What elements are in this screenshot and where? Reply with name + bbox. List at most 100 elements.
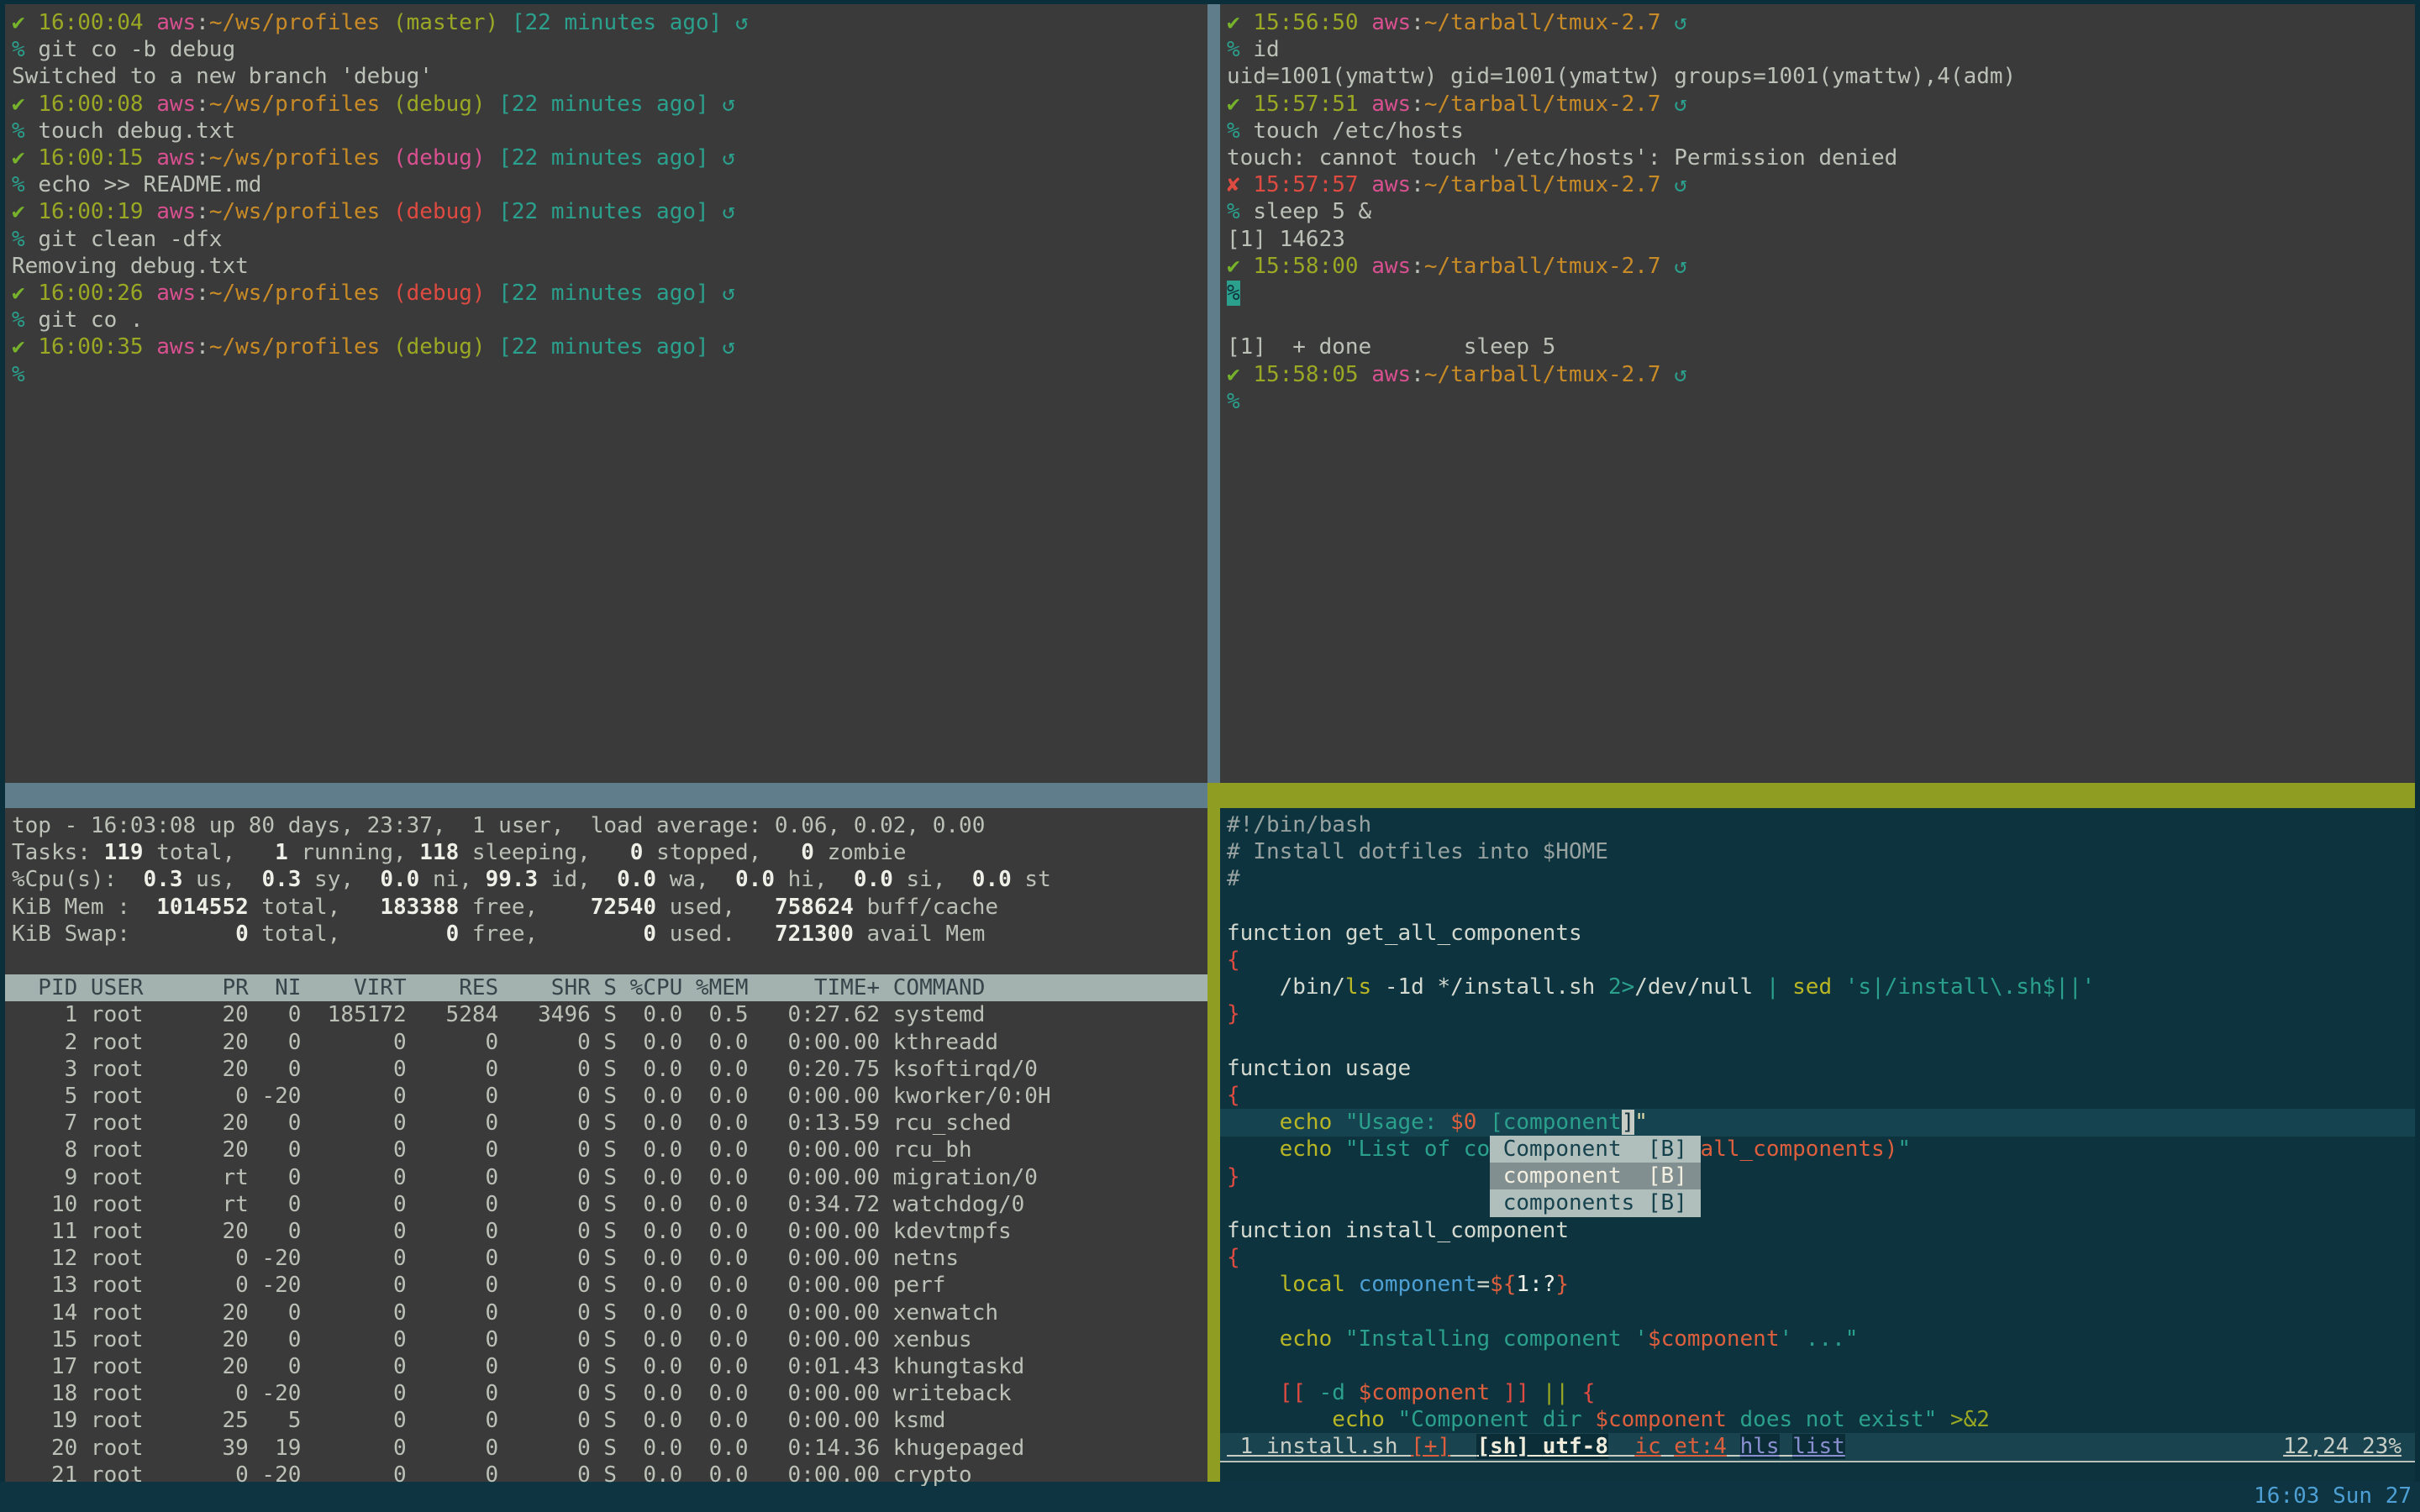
process-row: 20 root 39 19 0 0 0 S 0.0 0.0 0:14.36 kh… — [12, 1435, 1025, 1461]
terminal-line: touch: cannot touch '/etc/hosts': Permis… — [1227, 145, 1898, 171]
terminal-line: % git co . — [12, 307, 144, 333]
process-row: 17 root 20 0 0 0 0 S 0.0 0.0 0:01.43 khu… — [12, 1354, 1025, 1380]
terminal-line: % id — [1227, 37, 1280, 63]
terminal-line: ✘ 15:57:57 aws:~/tarball/tmux-2.7 ↺ — [1227, 172, 1687, 198]
terminal-line: } — [1227, 1001, 1240, 1027]
terminal-line: Removing debug.txt — [12, 253, 249, 279]
terminal-line: function get_all_components — [1227, 920, 1582, 946]
vim-statusline: 1 install.sh [+] [sh] utf-8 ic et:4 hls … — [1220, 1433, 2415, 1462]
terminal-line: % touch debug.txt — [12, 118, 236, 144]
terminal-line: echo "Component dir $component does not … — [1332, 1407, 1990, 1433]
process-row: 8 root 20 0 0 0 0 S 0.0 0.0 0:00.00 rcu_… — [12, 1137, 972, 1163]
terminal-line: { — [1227, 1245, 1240, 1271]
terminal-line: [1] 14623 — [1227, 226, 1345, 252]
terminal-line — [1220, 1190, 2415, 1217]
vim-buffer[interactable]: #!/bin/bash # Install dotfiles into $HOME… — [1220, 808, 2415, 1434]
terminal-line: % sleep 5 & — [1227, 199, 1372, 225]
process-row: 11 root 20 0 0 0 0 S 0.0 0.0 0:00.00 kde… — [12, 1219, 1012, 1245]
terminal-line: function install_component — [1227, 1218, 1569, 1243]
terminal-line: local component=${1:?} — [1279, 1272, 1570, 1298]
terminal-line: % — [1227, 388, 1240, 414]
terminal-line: ✔ 15:57:51 aws:~/tarball/tmux-2.7 ↺ — [1227, 91, 1687, 117]
pane-divider-vertical-active[interactable] — [1207, 808, 1220, 1482]
process-row: 13 root 0 -20 0 0 0 S 0.0 0.0 0:00.00 pe… — [12, 1273, 946, 1299]
terminal-line — [1220, 1299, 2415, 1326]
terminal-line — [5, 948, 1207, 974]
terminal-line: ✔ 16:00:15 aws:~/ws/profiles (debug) [22… — [12, 145, 735, 171]
terminal-line: ✔ 15:56:50 aws:~/tarball/tmux-2.7 ↺ — [1227, 10, 1687, 35]
terminal-line: ✔ 16:00:35 aws:~/ws/profiles (debug) [22… — [12, 334, 735, 360]
process-row: 15 root 20 0 0 0 0 S 0.0 0.0 0:00.00 xen… — [12, 1326, 972, 1352]
process-row: 21 root 0 -20 0 0 0 S 0.0 0.0 0:00.00 cr… — [12, 1462, 972, 1486]
tmux-clock: 16:03 Sun 27 — [2254, 1483, 2412, 1509]
pane-divider-horizontal-active[interactable] — [1207, 783, 2415, 808]
terminal-line: echo "Installing component '$component' … — [1279, 1326, 1859, 1352]
completion-item[interactable]: components [B] — [1490, 1189, 1701, 1217]
terminal-line: echo "List of co all_components)" — [1279, 1137, 1912, 1163]
process-row: 7 root 20 0 0 0 0 S 0.0 0.0 0:13.59 rcu_… — [12, 1110, 1012, 1137]
pane-divider-horizontal-left[interactable] — [5, 783, 1207, 808]
terminal-line: echo "Usage: $0 [component]" — [1279, 1110, 1648, 1136]
terminal-line: % — [12, 361, 25, 387]
vim-cursorline-highlight — [1220, 1109, 2415, 1137]
terminal-line — [1220, 893, 2415, 920]
tmux-statusbar: @aws S-F1 1 profiles:vim * 2 profiles:ba… — [0, 1482, 2420, 1512]
vim-mode-indicator: -- INSERT -- — [1220, 1462, 2415, 1482]
pane-shell-tmux27[interactable]: ✔ 15:56:50 aws:~/tarball/tmux-2.7 ↺% id u… — [1220, 4, 2415, 788]
process-row: 19 root 25 5 0 0 0 S 0.0 0.0 0:00.00 ksm… — [12, 1408, 946, 1434]
terminal-line: ✔ 16:00:19 aws:~/ws/profiles (debug) [22… — [12, 199, 735, 225]
pane-vim-editor[interactable]: #!/bin/bash # Install dotfiles into $HOME… — [1220, 808, 2415, 1482]
terminal-line — [1220, 1352, 2415, 1379]
terminal-line: % git co -b debug — [12, 37, 236, 63]
terminal-line: Tasks: 119 total, 1 running, 118 sleepin… — [12, 840, 907, 866]
process-row: 3 root 20 0 0 0 0 S 0.0 0.0 0:20.75 ksof… — [12, 1056, 1038, 1082]
terminal-line: function usage — [1227, 1055, 1412, 1081]
process-row: 10 root rt 0 0 0 0 S 0.0 0.0 0:34.72 wat… — [12, 1191, 1025, 1217]
completion-item[interactable]: component [B] — [1490, 1163, 1701, 1190]
completion-item[interactable]: Component [B] — [1490, 1136, 1701, 1163]
terminal-line: } — [1227, 1163, 1240, 1189]
process-row: 5 root 0 -20 0 0 0 S 0.0 0.0 0:00.00 kwo… — [12, 1084, 1051, 1109]
terminal-line: # — [1227, 866, 1240, 892]
terminal-line: # Install dotfiles into $HOME — [1227, 839, 1608, 865]
terminal-line: 1 install.sh [+] [sh] utf-8 ic et:4 hls … — [1227, 1434, 1845, 1459]
terminal-line: KiB Mem : 1014552 total, 183388 free, 72… — [12, 894, 999, 920]
terminal-line: ✔ 16:00:26 aws:~/ws/profiles (debug) [22… — [12, 281, 735, 307]
pane-top-monitor[interactable]: top - 16:03:08 up 80 days, 23:37, 1 user… — [5, 808, 1207, 1486]
terminal-line: Switched to a new branch 'debug' — [12, 64, 433, 90]
terminal-line: /bin/ls -1d */install.sh 2>/dev/null | s… — [1227, 974, 2096, 1000]
terminal-line: ✔ 16:00:08 aws:~/ws/profiles (debug) [22… — [12, 91, 735, 117]
pane-divider-vertical-top[interactable] — [1207, 4, 1220, 783]
process-row: 2 root 20 0 0 0 0 S 0.0 0.0 0:00.00 kthr… — [12, 1029, 998, 1055]
terminal-line: uid=1001(ymattw) gid=1001(ymattw) groups… — [1227, 64, 2017, 90]
terminal-line: { — [1227, 1083, 1240, 1108]
terminal-line: ✔ 15:58:00 aws:~/tarball/tmux-2.7 ↺ — [1227, 253, 1687, 279]
tmux-statusbar-left: @aws S-F1 1 profiles:vim * 2 profiles:ba… — [7, 1482, 362, 1512]
terminal-line — [1220, 307, 2415, 333]
vim-ruler: 12,24 23% — [2283, 1434, 2402, 1459]
terminal-line: [[ -d $component ]] || { — [1279, 1380, 1596, 1406]
terminal-line: % echo >> README.md — [12, 172, 262, 198]
terminal-line — [1220, 1028, 2415, 1055]
terminal-line: { — [1227, 948, 1240, 973]
terminal-line: %Cpu(s): 0.3 us, 0.3 sy, 0.0 ni, 99.3 id… — [12, 867, 1051, 893]
top-table-header: PID USER PR NI VIRT RES SHR S %CPU %MEM … — [5, 974, 1207, 1002]
top-summary: top - 16:03:08 up 80 days, 23:37, 1 user… — [5, 812, 1207, 974]
completion-menu: Component [B] component [B] components [… — [1490, 1136, 1701, 1217]
terminal-line: top - 16:03:08 up 80 days, 23:37, 1 user… — [12, 813, 986, 838]
process-row: 18 root 0 -20 0 0 0 S 0.0 0.0 0:00.00 wr… — [12, 1381, 1012, 1407]
terminal-line: [1] + done sleep 5 — [1227, 334, 1556, 360]
terminal-line: % touch /etc/hosts — [1227, 118, 1464, 144]
top-process-table: 1 root 20 0 185172 5284 3496 S 0.0 0.5 0… — [5, 1001, 1207, 1486]
pane-shell-profiles[interactable]: ✔ 16:00:04 aws:~/ws/profiles (master) [2… — [5, 4, 1207, 788]
terminal-line: % — [1227, 281, 1240, 307]
terminal-line: % git clean -dfx — [12, 226, 223, 252]
terminal-line: KiB Swap: 0 total, 0 free, 0 used. 72130… — [12, 921, 986, 947]
process-row: 9 root rt 0 0 0 0 S 0.0 0.0 0:00.00 migr… — [12, 1164, 1038, 1190]
process-row: 14 root 20 0 0 0 0 S 0.0 0.0 0:00.00 xen… — [12, 1299, 998, 1326]
process-row: 1 root 20 0 185172 5284 3496 S 0.0 0.5 0… — [12, 1002, 986, 1028]
process-row: 12 root 0 -20 0 0 0 S 0.0 0.0 0:00.00 ne… — [12, 1246, 960, 1272]
terminal-line: ✔ 16:00:04 aws:~/ws/profiles (master) [2… — [12, 10, 749, 35]
terminal-line: ✔ 15:58:05 aws:~/tarball/tmux-2.7 ↺ — [1227, 361, 1687, 387]
